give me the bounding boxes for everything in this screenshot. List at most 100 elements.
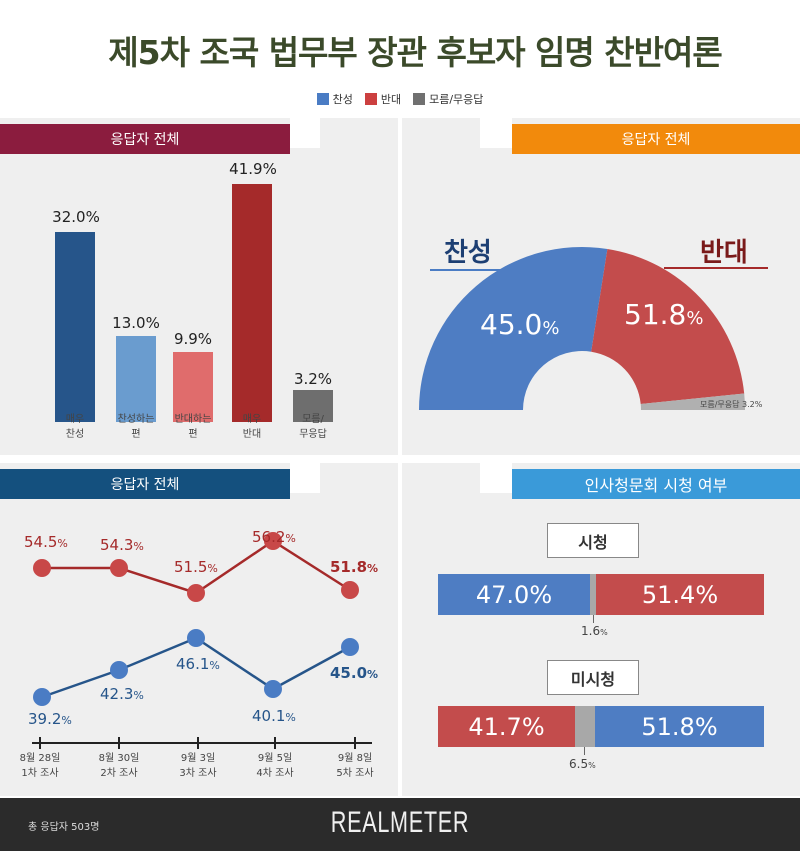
oppose-label: 56.2% [252,528,296,546]
header-tab-corner [290,118,320,148]
x-tick-label: 8월 30일 2차 조사 [98,753,140,779]
bar-value: 3.2% [293,370,333,388]
group-label-watched: 시청 [547,523,639,558]
segment-approve: 47.0% [438,574,590,615]
panel-header: 응답자 전체 [0,124,290,154]
tick-mark [593,615,594,623]
label-line: 편 [188,429,198,440]
segment-oppose: 51.4% [596,574,764,615]
legend-swatch-blue [316,93,329,105]
respondent-count: 총 응답자 503명 [28,822,100,833]
segment-oppose: 41.7% [438,706,575,747]
unknown-value-watched: 1.6% [581,624,608,638]
oppose-underline [664,267,768,269]
bar-category-label: 매우 반대 [217,412,287,442]
approve-underline [430,269,540,271]
legend-item-oppose: 반대 [364,91,402,107]
segment-unknown [590,574,596,615]
panel-intensity-bar-chart: 응답자 전체 32.0% 13.0% 9.9% 41.9% 3.2% 매우 찬성… [0,118,398,455]
legend-item-approve: 찬성 [316,91,353,107]
unknown-slice [640,393,746,410]
legend: 찬성 반대 모름/무응답 [0,91,800,107]
approve-slice [419,247,608,410]
segment-unknown [575,706,595,747]
legend-swatch-red [364,93,377,105]
oppose-label: 54.3% [100,536,144,554]
oppose-title: 반대 [700,238,748,268]
unknown-value: 모름/무응답 3.2% [700,400,763,409]
oppose-label: 51.8% [330,558,379,576]
bar-category-label: 찬성하는 편 [101,412,171,442]
group-label-not-watched: 미시청 [547,660,639,695]
x-tick-label: 8월 28일 1차 조사 [19,753,61,779]
legend-label: 찬성 [332,93,353,106]
oppose-point [33,559,51,577]
label-line: 매우 [242,414,262,425]
realmeter-logo: REALMETER [330,806,470,839]
x-tick-label: 9월 5일 4차 조사 [256,753,294,779]
label-line: 편 [131,429,141,440]
bar-category-label: 매우 찬성 [40,412,110,442]
x-tick-label: 9월 3일 3차 조사 [179,753,217,779]
bar-somewhat-oppose [173,352,213,422]
oppose-point [264,532,282,550]
oppose-label: 54.5% [24,533,68,551]
legend-label: 반대 [380,93,402,106]
bar-category-label: 반대하는 편 [158,412,228,442]
label-line: 무응답 [299,429,327,440]
bar-category-label: 모름/ 무응답 [278,412,348,442]
bar-unknown [293,390,333,422]
bar-value: 41.9% [229,160,277,178]
header-tab-corner [480,463,512,493]
approve-point [187,629,205,647]
oppose-point [187,584,205,602]
label-line: 반대 [242,429,262,440]
approve-point [110,661,128,679]
page-title: 제5차 조국 법무부 장관 후보자 임명 찬반여론 [108,33,722,72]
approve-label: 39.2% [28,710,72,728]
label-line: 반대하는 [174,414,212,425]
header-tab-corner [290,463,320,493]
label-line: 모름/ [302,414,324,425]
approve-title: 찬성 [444,238,492,268]
approve-label: 42.3% [100,685,144,703]
approve-label: 40.1% [252,707,296,725]
label-line: 매우 [65,414,85,425]
approve-point [341,638,359,656]
segment-approve: 51.8% [595,706,764,747]
approve-point [33,688,51,706]
tick-mark [584,747,585,755]
unknown-value-not-watched: 6.5% [569,757,596,771]
oppose-point [110,559,128,577]
line-chart-svg [32,532,372,749]
panel-header: 인사청문회 시청 여부 [512,469,800,499]
bar-value: 9.9% [173,330,213,348]
bar-value: 13.0% [112,314,160,332]
header-tab-corner [480,118,512,148]
bar-very-approve [55,232,95,422]
x-tick-label: 9월 8일 5차 조사 [336,753,374,779]
oppose-value: 51.8% [624,298,704,331]
bar-value: 32.0% [52,208,100,226]
approve-point [264,680,282,698]
bar-very-oppose [232,184,272,422]
oppose-label: 51.5% [174,558,218,576]
label-line: 찬성 [65,429,85,440]
oppose-point [341,581,359,599]
approve-value: 45.0% [480,308,560,341]
half-donut-svg [419,247,746,410]
bar-somewhat-approve [116,336,156,422]
approve-label: 46.1% [176,655,220,673]
panel-half-donut-chart: 응답자 전체 찬성 반대 45.0% 51.8% 모름/무응답 3.2% [402,118,800,455]
footer: 총 응답자 503명 REALMETER [0,798,800,851]
panel-trend-line-chart: 응답자 전체 54.5% 54.3% 51.5% 56.2% 51.8% 39.… [0,463,398,796]
panel-header: 응답자 전체 [512,124,800,154]
legend-swatch-gray [413,93,426,105]
legend-item-unknown: 모름/무응답 [413,91,483,107]
approve-label: 45.0% [330,664,379,682]
stacked-bar-not-watched: 41.7% 51.8% [438,706,764,747]
oppose-slice [591,249,745,404]
legend-label: 모름/무응답 [429,93,484,106]
stacked-bar-watched: 47.0% 51.4% [438,574,764,615]
label-line: 찬성하는 [117,414,155,425]
